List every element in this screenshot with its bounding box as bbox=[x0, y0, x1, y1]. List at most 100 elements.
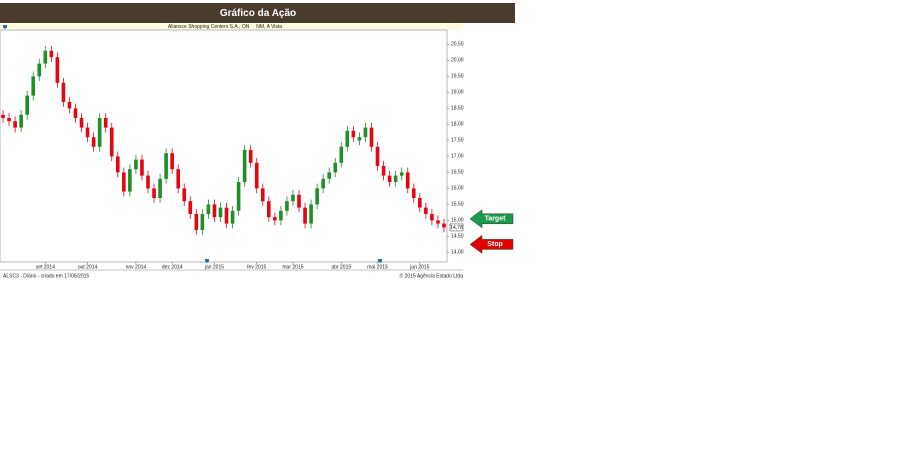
chart-title: Gráfico da Ação bbox=[220, 8, 296, 19]
annotation-arrow bbox=[469, 234, 514, 254]
x-tick-label: abr 2015 bbox=[331, 264, 351, 270]
y-tick-label: 20,50 bbox=[451, 42, 464, 48]
candle-body bbox=[357, 137, 362, 141]
x-tick-label: mar 2015 bbox=[282, 264, 303, 270]
candle-body bbox=[122, 172, 126, 192]
candle-body bbox=[315, 188, 319, 205]
candle-body bbox=[97, 118, 102, 147]
candle-body bbox=[85, 127, 90, 138]
candle-body bbox=[260, 188, 265, 202]
x-tick-label: jun 2015 bbox=[409, 264, 429, 270]
y-tick-label: 17,50 bbox=[451, 138, 464, 144]
candle-body bbox=[321, 178, 325, 189]
candle-body bbox=[375, 146, 380, 166]
candle-body bbox=[79, 118, 84, 128]
candle-body bbox=[164, 153, 168, 179]
candle-body bbox=[345, 130, 350, 147]
candle-body bbox=[37, 63, 42, 77]
subtitle-strip bbox=[0, 23, 463, 30]
candle-body bbox=[188, 201, 193, 214]
header-bar bbox=[0, 3, 515, 23]
y-tick-label: 18,50 bbox=[451, 106, 464, 112]
candle-body bbox=[115, 156, 120, 173]
y-tick-label: 17,00 bbox=[451, 154, 464, 160]
candle-body bbox=[67, 102, 72, 109]
candle-body bbox=[339, 146, 344, 163]
y-tick-label: 16,50 bbox=[451, 170, 464, 176]
candle-body bbox=[248, 150, 253, 163]
candle-body bbox=[333, 162, 338, 173]
event-icon bbox=[3, 25, 7, 29]
candle-body bbox=[194, 214, 199, 230]
footer-left: ALSC3 - Diário - criado em 17/06/2015 bbox=[3, 273, 89, 279]
annotation-label: Stop bbox=[487, 241, 503, 248]
candle-body bbox=[418, 198, 422, 208]
candle-body bbox=[158, 178, 162, 198]
candle-body bbox=[200, 214, 205, 230]
y-tick-label: 16,00 bbox=[451, 186, 464, 192]
candle-body bbox=[19, 114, 23, 128]
candle-body bbox=[297, 194, 301, 208]
candle-body bbox=[176, 169, 181, 189]
candle-body bbox=[13, 121, 17, 128]
annotation-arrow bbox=[469, 209, 514, 229]
candle-body bbox=[393, 175, 398, 182]
x-tick-label: jan 2015 bbox=[204, 264, 224, 270]
candle-body bbox=[43, 50, 48, 64]
candle-body bbox=[218, 207, 223, 218]
y-tick-label: 20,00 bbox=[451, 58, 464, 64]
candle-body bbox=[55, 57, 60, 83]
y-tick-label: 14,00 bbox=[451, 250, 464, 256]
candle-body bbox=[109, 127, 114, 157]
candle-body bbox=[242, 150, 247, 182]
candle-body bbox=[436, 220, 440, 224]
y-tick-label: 15,50 bbox=[451, 202, 464, 208]
y-tick-label: 18,00 bbox=[451, 122, 464, 128]
candle-body bbox=[303, 207, 307, 224]
candle-body bbox=[291, 194, 295, 202]
candle-body bbox=[405, 172, 410, 189]
candle-body bbox=[363, 127, 368, 138]
x-tick-label: out 2014 bbox=[78, 264, 98, 270]
y-tick-label: 14,50 bbox=[451, 234, 464, 240]
candle-body bbox=[230, 210, 235, 224]
candle-body bbox=[430, 214, 434, 221]
candle-body bbox=[285, 201, 289, 211]
candle-body bbox=[273, 217, 277, 221]
candle-body bbox=[103, 118, 108, 128]
candle-body bbox=[266, 201, 271, 218]
x-tick-label: dez 2014 bbox=[162, 264, 183, 270]
candle-body bbox=[224, 207, 229, 224]
candle-body bbox=[152, 188, 156, 198]
candle-body bbox=[399, 172, 404, 176]
y-tick-label: 19,00 bbox=[451, 90, 464, 96]
candle-body bbox=[442, 223, 446, 228]
candle-body bbox=[61, 82, 66, 102]
candle-body bbox=[49, 50, 54, 58]
candle-body bbox=[31, 76, 36, 96]
x-tick-label: mai 2015 bbox=[367, 264, 388, 270]
annotation-label: Target bbox=[485, 216, 507, 223]
candle-body bbox=[140, 159, 144, 176]
footer-right: © 2015 Agência Estado Ltda bbox=[400, 272, 464, 279]
candle-body bbox=[1, 114, 5, 118]
candle-body bbox=[254, 162, 259, 189]
candle-body bbox=[236, 182, 241, 211]
last-price-box bbox=[449, 223, 464, 232]
y-tick-label: 15,00 bbox=[451, 218, 464, 224]
subtitle: Aliansce Shopping Centers S.A., ON NM, A… bbox=[168, 24, 282, 30]
candle-body bbox=[134, 159, 138, 170]
event-icon bbox=[378, 259, 382, 263]
candle-body bbox=[369, 127, 374, 147]
plot-area bbox=[0, 29, 448, 263]
candle-body bbox=[25, 95, 29, 115]
candle-body bbox=[387, 175, 392, 182]
x-tick-label: nov 2014 bbox=[126, 264, 147, 270]
candle-body bbox=[411, 188, 416, 198]
candle-body bbox=[91, 137, 96, 147]
candle-body bbox=[309, 204, 313, 224]
candle-body bbox=[279, 210, 283, 221]
candle-body bbox=[206, 204, 211, 214]
y-tick-label: 19,50 bbox=[451, 74, 464, 80]
